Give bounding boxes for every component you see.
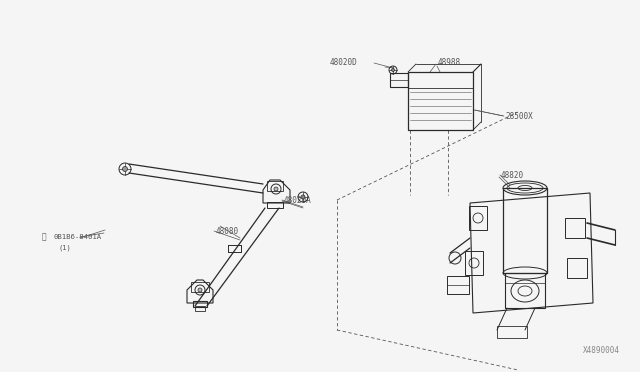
- Bar: [447, 276, 469, 294]
- Bar: [505, 273, 545, 308]
- Text: 48080: 48080: [216, 227, 239, 235]
- Text: 28500X: 28500X: [505, 112, 532, 121]
- Bar: [497, 326, 527, 338]
- Text: (1): (1): [58, 245, 71, 251]
- Bar: [193, 301, 207, 307]
- Bar: [267, 181, 283, 191]
- Text: Ⓑ: Ⓑ: [42, 232, 47, 241]
- Bar: [195, 306, 205, 311]
- Circle shape: [122, 167, 127, 171]
- Circle shape: [198, 288, 202, 292]
- Bar: [191, 282, 209, 292]
- Circle shape: [301, 195, 305, 199]
- Text: X4890004: X4890004: [583, 346, 620, 355]
- Bar: [267, 202, 283, 208]
- Bar: [408, 72, 473, 130]
- Text: 0B1B6-8401A: 0B1B6-8401A: [54, 234, 102, 240]
- Text: 48988: 48988: [438, 58, 461, 67]
- Circle shape: [274, 187, 278, 191]
- Text: 48820: 48820: [501, 170, 524, 180]
- Bar: [390, 73, 408, 87]
- Bar: [503, 188, 547, 273]
- Text: 48020A: 48020A: [284, 196, 312, 205]
- Circle shape: [392, 68, 394, 71]
- Text: 48020D: 48020D: [330, 58, 358, 67]
